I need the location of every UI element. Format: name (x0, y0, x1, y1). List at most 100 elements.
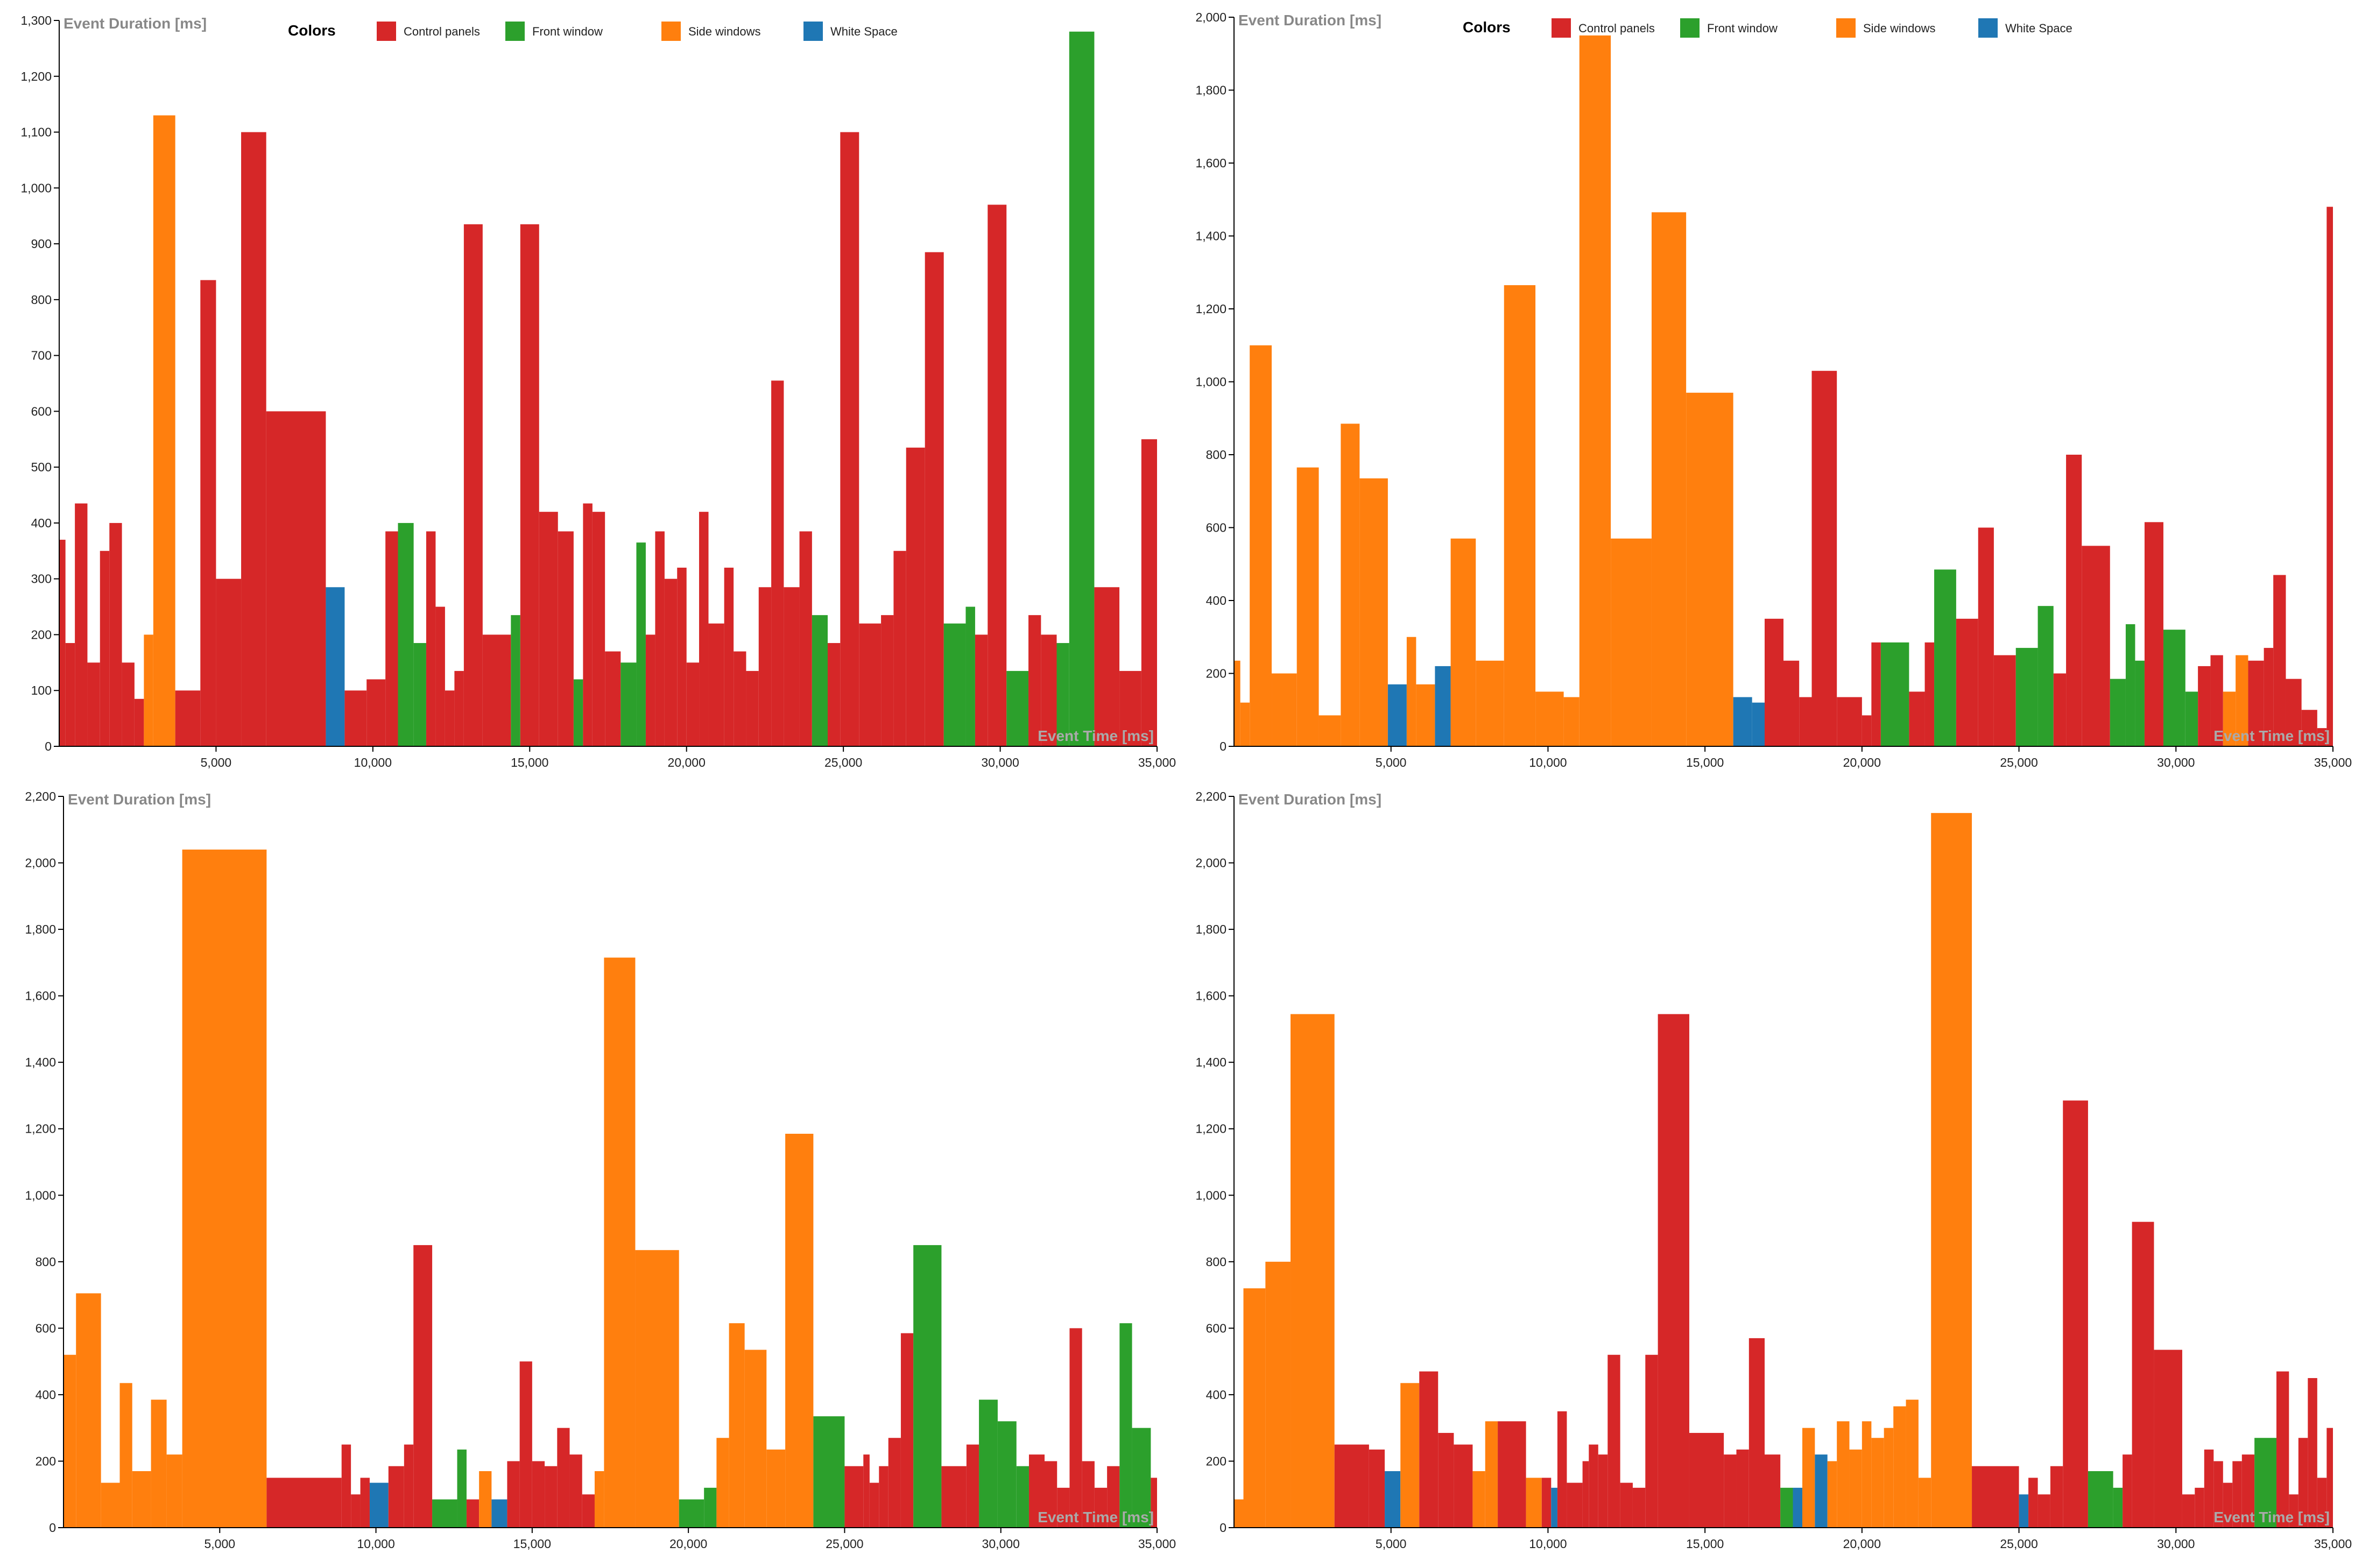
bar-control-37 (1993, 655, 2016, 746)
legend-swatch-control (1552, 18, 1571, 38)
bar-side-34 (716, 1438, 729, 1528)
bar-side-42 (1884, 1428, 1894, 1528)
x-tick-label: 25,000 (824, 755, 862, 769)
bar-control-5 (1334, 1444, 1369, 1528)
legend-label-side: Side windows (688, 25, 761, 38)
bars (1234, 813, 2333, 1528)
bar-control-16 (413, 1245, 433, 1528)
bar-control-47 (1972, 1466, 2019, 1528)
bar-control-38 (645, 634, 655, 746)
bar-control-61 (1151, 1478, 1157, 1528)
bar-control-27 (482, 634, 511, 746)
bar-front-52 (812, 615, 828, 746)
bar-control-9 (1419, 1371, 1439, 1528)
bar-control-59 (2326, 207, 2333, 746)
bar-side-2 (1240, 702, 1250, 746)
bar-side-41 (1871, 1438, 1884, 1528)
bar-front-67 (1056, 643, 1069, 746)
x-tick-label: 15,000 (511, 755, 548, 769)
bar-control-48 (758, 587, 772, 746)
x-tick-label: 5,000 (1376, 755, 1407, 769)
bar-control-62 (975, 634, 988, 746)
bar-control-60 (2204, 1449, 2214, 1528)
bar-side-37 (766, 1449, 786, 1528)
y-tick-label: 1,000 (20, 181, 52, 195)
bar-control-71 (2326, 1428, 2333, 1528)
bar-control-46 (734, 651, 746, 746)
bar-control-70 (1119, 670, 1141, 746)
bar-side-17 (1563, 697, 1580, 746)
bar-side-8 (1359, 478, 1388, 746)
bar-control-35 (1956, 618, 1978, 746)
bar-control-66 (1041, 634, 1057, 746)
bar-white-16 (326, 587, 345, 746)
y-tick-label: 1,800 (1195, 922, 1226, 936)
bar-control-49 (2028, 1478, 2038, 1528)
bar-control-32 (1764, 1454, 1781, 1528)
bar-white-36 (1815, 1454, 1828, 1528)
bar-front-21 (413, 643, 426, 746)
y-tick-label: 0 (49, 1521, 56, 1535)
bar-front-61 (965, 606, 975, 746)
bar-white-13 (369, 1482, 389, 1528)
x-tick-label: 20,000 (1843, 1537, 1881, 1551)
bar-control-30 (1871, 642, 1881, 746)
bar-control-51 (799, 531, 812, 746)
bar-control-48 (966, 1444, 979, 1528)
bar-front-32 (573, 679, 583, 746)
bar-control-12 (200, 280, 216, 746)
bar-front-60 (943, 623, 966, 746)
legend-title: Colors (1463, 19, 1511, 36)
y-tick-label: 200 (36, 1454, 56, 1468)
y-tick-label: 1,600 (25, 989, 56, 1003)
y-tick-label: 600 (31, 404, 52, 418)
y-tick-label: 400 (36, 1388, 56, 1402)
chart-panel-3: 0 200 400 600 800 1,000 1,200 1,400 1,600 1,800 2,… (25, 789, 1176, 1551)
bar-control-57 (2154, 1350, 2182, 1528)
bar-control-63 (2232, 1461, 2242, 1528)
legend-label-white: White Space (830, 25, 898, 38)
bar-control-68 (2298, 1438, 2308, 1528)
x-tick-label: 15,000 (513, 1537, 551, 1551)
bar-white-21 (491, 1499, 507, 1528)
bar-control-49 (2198, 666, 2211, 746)
bar-control-27 (1658, 1014, 1689, 1528)
bar-side-16 (1535, 691, 1564, 746)
bar-control-44 (708, 623, 724, 746)
x-axis-title: Event Time [ms] (2213, 1509, 2330, 1525)
bar-control-26 (1799, 697, 1812, 746)
bar-front-44 (2125, 624, 2135, 746)
bar-control-71 (1141, 439, 1157, 746)
bar-side-45 (1918, 1478, 1931, 1528)
bar-white-9 (1387, 684, 1407, 746)
bar-control-51 (2050, 1466, 2063, 1528)
bar-control-25 (454, 670, 464, 746)
bar-side-8 (182, 849, 267, 1528)
bar-control-27 (569, 1454, 582, 1528)
x-tick-label: 30,000 (982, 1537, 1020, 1551)
bar-control-57 (893, 550, 906, 746)
y-tick-label: 2,000 (1195, 10, 1226, 24)
bar-side-35 (1802, 1428, 1815, 1528)
bar-control-15 (404, 1444, 414, 1528)
bar-side-19 (1611, 538, 1652, 746)
bar-side-38 (1837, 1421, 1850, 1528)
bar-control-52 (2063, 1100, 2088, 1528)
y-tick-label: 1,800 (25, 922, 56, 936)
bar-front-53 (2088, 1471, 2113, 1528)
bar-control-34 (592, 512, 605, 746)
bar-side-4 (1272, 673, 1297, 746)
x-tick-label: 5,000 (201, 755, 232, 769)
y-tick-label: 1,600 (1195, 989, 1226, 1003)
bar-control-22 (426, 531, 436, 746)
x-tick-label: 20,000 (669, 1537, 707, 1551)
x-tick-label: 5,000 (1376, 1537, 1407, 1551)
bar-control-47 (746, 670, 759, 746)
y-tick-label: 300 (31, 572, 52, 586)
bar-front-45 (2135, 660, 2145, 746)
bar-control-64 (2241, 1454, 2255, 1528)
bar-front-59 (1119, 1323, 1132, 1528)
bar-control-63 (988, 204, 1007, 746)
y-tick-label: 700 (31, 349, 52, 363)
